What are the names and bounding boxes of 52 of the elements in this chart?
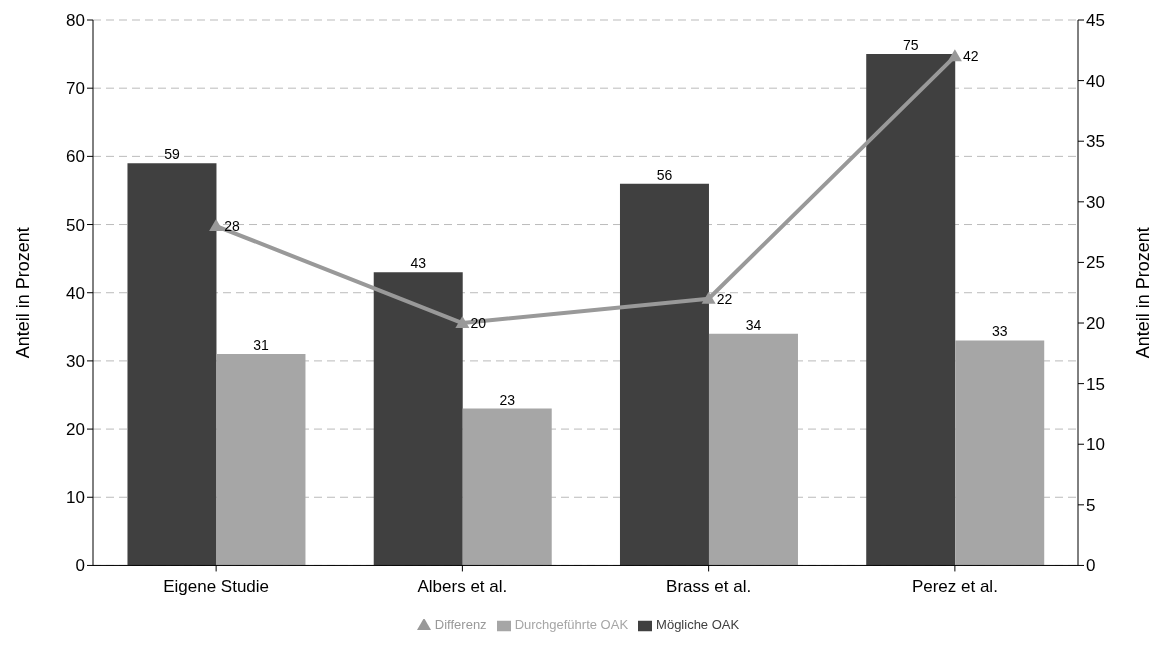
y-tick-label: 60: [66, 147, 85, 167]
data-label: 28: [224, 218, 240, 235]
legend-label: Differenz: [434, 617, 487, 633]
y-tick-label: 80: [66, 11, 85, 31]
y2-tick-label: 25: [1086, 253, 1105, 273]
y-tick-label: 40: [66, 283, 85, 303]
y2-tick-label: 40: [1086, 71, 1105, 91]
y-tick-label: 10: [66, 488, 85, 508]
legend-label: Durchgeführte OAK: [514, 617, 629, 633]
y2-tick-label: 30: [1086, 192, 1105, 212]
bar: [955, 340, 1045, 566]
x-tick-label: Perez et al.: [911, 576, 998, 596]
y2-axis-title: Anteil in Prozent: [1133, 227, 1154, 359]
y2-tick-label: 35: [1086, 132, 1105, 152]
y-tick-label: 0: [75, 556, 85, 576]
x-tick-label: Eigene Studie: [163, 576, 270, 596]
data-label: 59: [164, 146, 180, 163]
data-label: 20: [470, 314, 487, 331]
y-tick-label: 70: [66, 79, 85, 99]
legend-label: Mögliche OAK: [656, 617, 740, 633]
bar: [619, 183, 709, 566]
bar: [866, 54, 956, 566]
data-label: 22: [716, 290, 733, 307]
bar: [216, 354, 306, 566]
y2-tick-label: 5: [1086, 495, 1096, 515]
point: [947, 49, 962, 62]
bar: [127, 163, 217, 566]
bar: [373, 272, 463, 566]
y2-tick-label: 20: [1086, 314, 1105, 334]
point: [455, 316, 470, 329]
y2-tick-label: 0: [1086, 556, 1096, 576]
y2-tick-label: 45: [1086, 11, 1105, 31]
bar: [708, 333, 798, 566]
data-label: 75: [902, 37, 919, 54]
y2-tick-label: 10: [1086, 435, 1105, 455]
y-tick-label: 50: [66, 215, 85, 235]
x-tick-label: Albers et al.: [417, 576, 508, 596]
x-tick-label: Brass et al.: [666, 576, 752, 596]
data-label: 23: [499, 391, 516, 408]
y2-tick-label: 15: [1086, 374, 1105, 394]
y-axis-title: Anteil in Prozent: [13, 227, 34, 359]
data-label: 42: [962, 48, 979, 65]
data-label: 43: [410, 255, 427, 272]
data-label: 34: [745, 316, 762, 333]
data-label: 33: [991, 323, 1008, 340]
point: [209, 219, 224, 232]
point: [701, 291, 716, 304]
bar: [462, 408, 552, 566]
data-label: 31: [253, 337, 269, 354]
y-tick-label: 30: [66, 351, 85, 371]
y-tick-label: 20: [66, 420, 85, 440]
data-label: 56: [656, 166, 673, 183]
